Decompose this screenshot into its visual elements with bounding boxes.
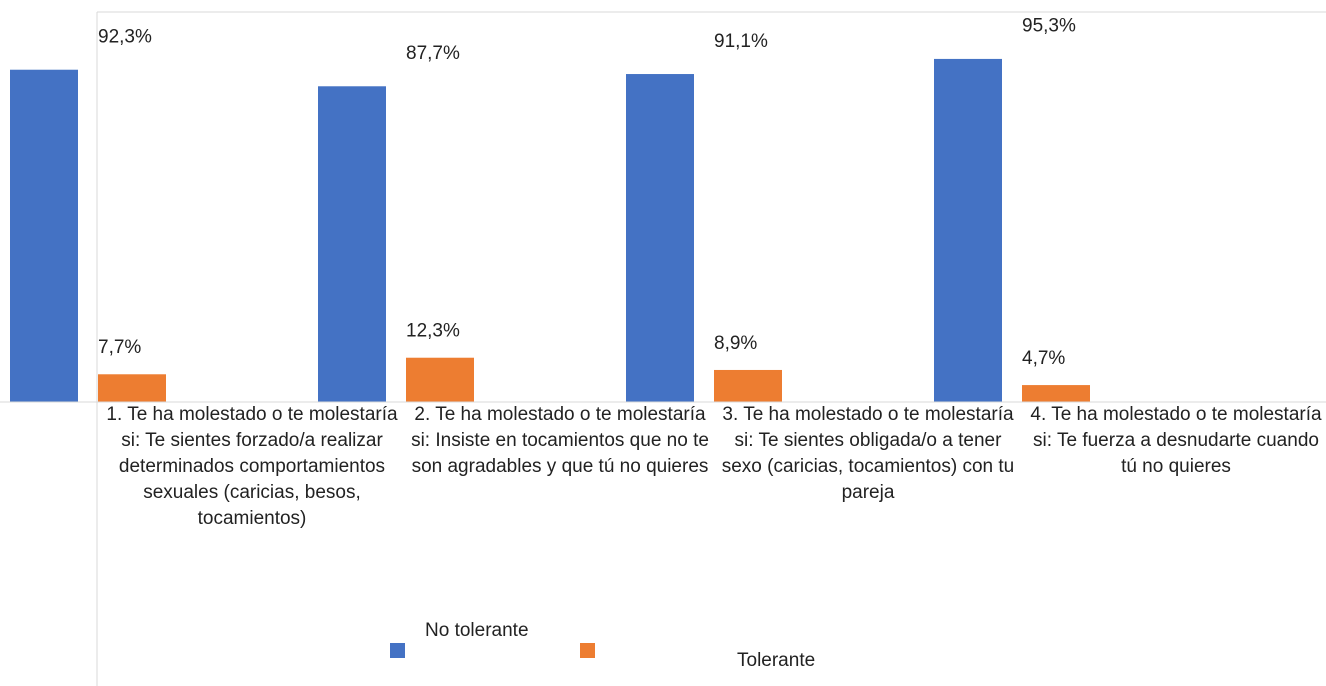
legend-swatch	[390, 643, 405, 658]
bar	[406, 357, 474, 402]
bar	[318, 86, 386, 402]
x-tick-label: 3. Te ha molestado o te molestaría si: T…	[721, 404, 1015, 503]
x-tick-label: 1. Te ha molestado o te molestaría si: T…	[106, 404, 398, 529]
data-label: 87,7%	[406, 43, 460, 64]
legend-swatch	[580, 643, 595, 658]
data-label: 8,9%	[714, 333, 757, 354]
data-label: 7,7%	[98, 337, 141, 358]
x-tick-label: 4. Te ha molestado o te molestaría si: T…	[1030, 404, 1322, 477]
bar	[1022, 385, 1090, 402]
data-label: 91,1%	[714, 31, 768, 52]
bar	[10, 69, 78, 402]
data-label: 4,7%	[1022, 348, 1065, 369]
bar	[626, 74, 694, 402]
x-tick-label: 2. Te ha molestado o te molestaría si: I…	[411, 404, 709, 477]
legend-label: No tolerante	[425, 620, 529, 641]
bar	[714, 369, 782, 402]
data-label: 92,3%	[98, 27, 152, 48]
data-label: 95,3%	[1022, 16, 1076, 37]
legend-label: Tolerante	[737, 650, 815, 671]
bar	[934, 58, 1002, 403]
data-label: 12,3%	[406, 321, 460, 342]
bar	[98, 374, 166, 402]
